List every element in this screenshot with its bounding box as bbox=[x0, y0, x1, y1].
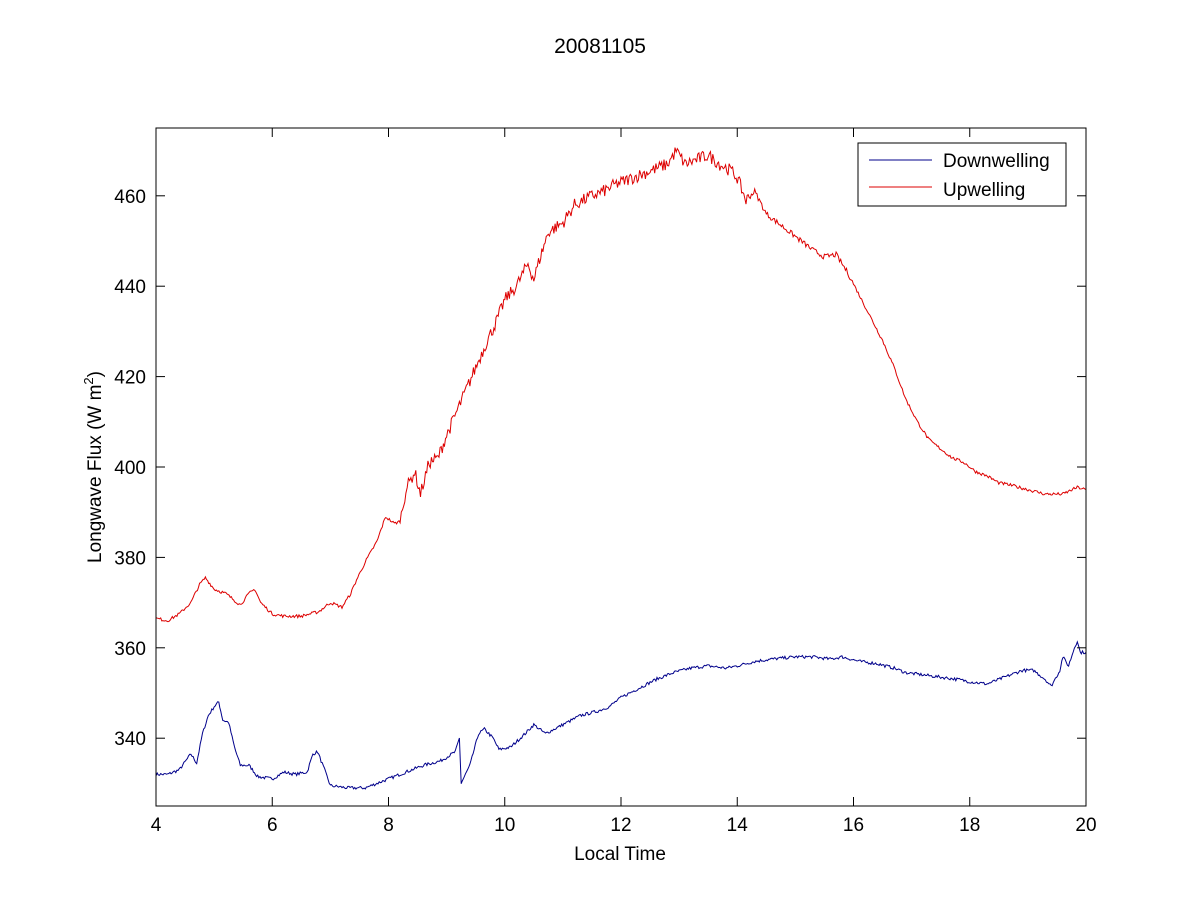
x-tick-label: 6 bbox=[267, 815, 278, 836]
x-tick-label: 4 bbox=[151, 815, 162, 836]
y-tick-label: 360 bbox=[114, 639, 146, 660]
x-tick-label: 12 bbox=[610, 815, 631, 836]
y-tick-label: 380 bbox=[114, 548, 146, 569]
y-axis-ticks: 340 360 380 400 420 440 460 bbox=[114, 187, 1086, 750]
y-tick-label: 400 bbox=[114, 458, 146, 479]
series-line-downwelling bbox=[155, 640, 1087, 790]
series-line-upwelling bbox=[155, 147, 1087, 623]
x-tick-label: 20 bbox=[1075, 815, 1096, 836]
y-tick-label: 340 bbox=[114, 729, 146, 750]
y-tick-label: 440 bbox=[114, 277, 146, 298]
x-tick-label: 14 bbox=[727, 815, 749, 836]
x-axis-ticks: 4 6 8 10 12 14 16 18 20 bbox=[151, 128, 1097, 836]
legend-label-downwelling: Downwelling bbox=[943, 151, 1050, 172]
legend-box bbox=[857, 142, 1067, 207]
x-tick-label: 10 bbox=[494, 815, 515, 836]
y-tick-label: 420 bbox=[114, 368, 146, 389]
x-axis-label: Local Time bbox=[574, 844, 666, 865]
series-layer bbox=[155, 147, 1087, 790]
legend-label-upwelling: Upwelling bbox=[943, 180, 1025, 201]
y-axis-label-end: ) bbox=[85, 371, 106, 377]
y-axis-label: Longwave Flux (W m2) bbox=[81, 371, 106, 563]
y-axis-label-main: Longwave Flux (W m bbox=[85, 385, 106, 563]
x-tick-label: 8 bbox=[383, 815, 394, 836]
chart-title: 20081105 bbox=[554, 35, 646, 58]
x-tick-label: 16 bbox=[843, 815, 864, 836]
x-tick-label: 18 bbox=[959, 815, 980, 836]
y-axis-label-superscript: 2 bbox=[81, 377, 96, 384]
y-tick-label: 460 bbox=[114, 187, 146, 208]
plot-area bbox=[156, 128, 1086, 806]
legend: Downwelling Upwelling bbox=[857, 142, 1067, 207]
